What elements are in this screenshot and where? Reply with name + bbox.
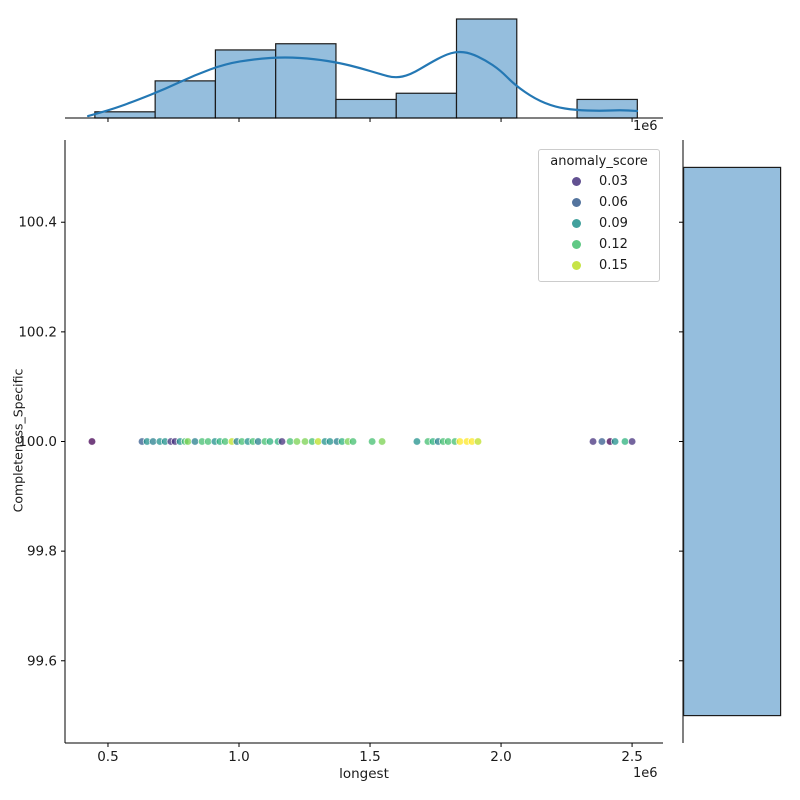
- x-tick-label: 2.0: [490, 749, 511, 765]
- scatter-point: [377, 437, 387, 446]
- scatter-point: [325, 437, 335, 446]
- top-histogram-bar: [335, 98, 397, 119]
- top-histogram-bar: [154, 80, 217, 119]
- legend-entry: 0.09: [545, 213, 653, 234]
- scatter-point: [348, 437, 358, 446]
- x-axis-unit-offset: 1e6: [633, 766, 658, 781]
- y-tick-label: 100.2: [18, 324, 57, 340]
- scatter-point: [277, 437, 287, 446]
- legend-marker-icon: [572, 261, 581, 270]
- legend-entry-label: 0.03: [599, 174, 628, 189]
- y-tick-label: 99.8: [27, 544, 57, 560]
- legend-entry: 0.03: [545, 171, 653, 192]
- x-tick-label: 1.5: [359, 749, 380, 765]
- scatter-point: [412, 437, 422, 446]
- legend-entry-label: 0.06: [599, 195, 628, 210]
- scatter-point: [300, 437, 310, 446]
- legend-marker-icon: [572, 177, 581, 186]
- top-histogram-bar: [576, 98, 638, 119]
- legend-entry: 0.15: [545, 255, 653, 276]
- right-histogram-bar: [682, 166, 782, 717]
- x-axis-label: longest: [339, 766, 389, 782]
- y-tick-label: 100.0: [18, 434, 57, 450]
- scatter-point: [87, 437, 97, 446]
- x-tick-label: 0.5: [97, 749, 118, 765]
- right-marginal-axes: [679, 140, 782, 743]
- top-histogram-bar: [455, 18, 518, 119]
- scatter-point: [597, 437, 607, 446]
- scatter-point: [588, 437, 598, 446]
- scatter-point: [610, 437, 620, 446]
- legend-marker-icon: [572, 219, 581, 228]
- scatter-point: [265, 437, 275, 446]
- y-tick-label: 99.6: [27, 653, 57, 669]
- top-histogram-bar: [395, 92, 458, 119]
- legend: anomaly_score 0.03 0.06 0.09 0.12 0.15: [538, 149, 660, 282]
- scatter-point: [627, 437, 637, 446]
- legend-entry: 0.06: [545, 192, 653, 213]
- top-axis-unit-offset: 1e6: [633, 119, 658, 134]
- scatter-point: [473, 437, 483, 446]
- kde-curve: [86, 50, 639, 118]
- scatter-point: [183, 437, 193, 446]
- legend-marker-icon: [572, 198, 581, 207]
- legend-title: anomaly_score: [550, 154, 648, 169]
- scatter-point: [292, 437, 302, 446]
- y-axis-label: Completeness_Specific: [10, 368, 26, 513]
- legend-entry: 0.12: [545, 234, 653, 255]
- scatter-point: [620, 437, 630, 446]
- x-tick-label: 1.0: [228, 749, 249, 765]
- main-axes: 0.5 1.0 1.5 2.0 2.5 100.4 100.2 100.0 99.8 99.6: [18, 140, 663, 765]
- legend-entry-label: 0.15: [599, 258, 628, 273]
- legend-marker-icon: [572, 240, 581, 249]
- legend-entry-label: 0.12: [599, 237, 628, 252]
- scatter-point: [190, 437, 200, 446]
- x-tick-label: 2.5: [621, 749, 642, 765]
- scatter-point: [455, 437, 465, 446]
- top-histogram-bar: [275, 43, 337, 119]
- top-histogram-bar: [94, 111, 156, 119]
- legend-entry-label: 0.09: [599, 216, 628, 231]
- top-marginal-axes: [65, 18, 663, 122]
- scatter-point: [367, 437, 377, 446]
- y-tick-label: 100.4: [18, 215, 57, 231]
